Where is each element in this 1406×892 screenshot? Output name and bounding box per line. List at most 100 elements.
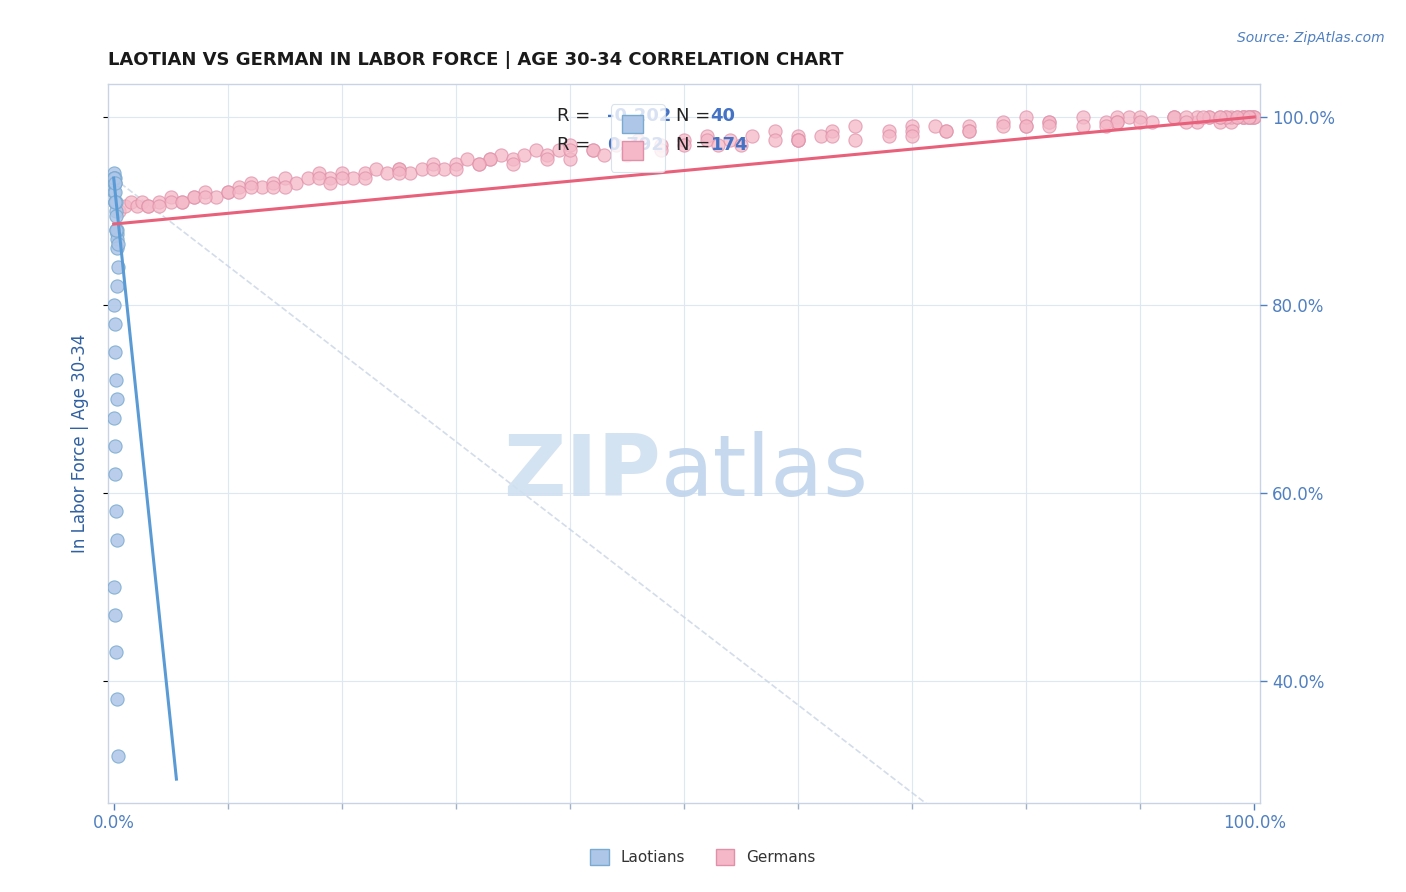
- Point: [330, 171, 353, 186]
- Point: [274, 180, 297, 194]
- Point: [616, 147, 638, 161]
- Point: [217, 185, 239, 199]
- Point: [172, 194, 194, 209]
- Point: [104, 176, 127, 190]
- Point: [1163, 110, 1185, 124]
- Point: [1237, 110, 1260, 124]
- Point: [513, 147, 536, 161]
- Point: [159, 190, 181, 204]
- Point: [1038, 114, 1060, 128]
- Point: [1220, 110, 1243, 124]
- Point: [1174, 110, 1197, 124]
- Point: [308, 171, 330, 186]
- Point: [239, 180, 262, 194]
- Point: [1237, 110, 1260, 124]
- Point: [1226, 110, 1249, 124]
- Point: [787, 133, 810, 147]
- Point: [148, 194, 170, 209]
- Point: [433, 161, 456, 176]
- Point: [104, 176, 127, 190]
- Point: [935, 124, 957, 138]
- Point: [1174, 114, 1197, 128]
- Point: [136, 199, 159, 213]
- Point: [104, 194, 127, 209]
- Point: [104, 344, 127, 359]
- Point: [536, 147, 558, 161]
- Point: [787, 128, 810, 143]
- Point: [1107, 110, 1129, 124]
- Point: [107, 236, 129, 251]
- Point: [104, 194, 127, 209]
- Point: [1187, 114, 1209, 128]
- Point: [935, 124, 957, 138]
- Point: [105, 392, 128, 406]
- Point: [105, 227, 128, 242]
- Point: [1209, 110, 1232, 124]
- Point: [103, 171, 125, 186]
- Point: [456, 153, 478, 167]
- Point: [228, 180, 250, 194]
- Point: [672, 133, 695, 147]
- Point: [650, 138, 672, 153]
- Point: [148, 199, 170, 213]
- Point: [741, 128, 763, 143]
- Point: [1232, 110, 1254, 124]
- Point: [114, 199, 136, 213]
- Point: [108, 203, 131, 218]
- Point: [1107, 114, 1129, 128]
- Point: [1095, 120, 1118, 134]
- Point: [901, 128, 924, 143]
- Point: [411, 161, 433, 176]
- Text: 174: 174: [710, 136, 748, 154]
- Y-axis label: In Labor Force | Age 30-34: In Labor Force | Age 30-34: [72, 334, 89, 553]
- Point: [105, 533, 128, 547]
- Point: [467, 157, 489, 171]
- Point: [217, 185, 239, 199]
- Point: [125, 199, 148, 213]
- Point: [524, 143, 547, 157]
- Point: [696, 128, 718, 143]
- Point: [650, 143, 672, 157]
- Point: [1220, 114, 1243, 128]
- Point: [104, 203, 127, 218]
- Point: [1129, 114, 1152, 128]
- Point: [1015, 110, 1038, 124]
- Point: [104, 194, 127, 209]
- Point: [1198, 110, 1220, 124]
- Point: [104, 317, 127, 331]
- Text: 0.792: 0.792: [607, 136, 664, 154]
- Point: [1163, 110, 1185, 124]
- Point: [1015, 120, 1038, 134]
- Point: [821, 128, 844, 143]
- Point: [104, 185, 127, 199]
- Point: [104, 504, 127, 518]
- Point: [1187, 110, 1209, 124]
- Point: [582, 143, 605, 157]
- Point: [104, 607, 127, 622]
- Point: [1071, 120, 1094, 134]
- Text: Source: ZipAtlas.com: Source: ZipAtlas.com: [1237, 31, 1385, 45]
- Point: [1241, 110, 1264, 124]
- Text: -0.202: -0.202: [607, 107, 671, 126]
- Point: [103, 298, 125, 312]
- Point: [901, 124, 924, 138]
- Point: [159, 194, 181, 209]
- Point: [787, 133, 810, 147]
- Point: [993, 120, 1015, 134]
- Point: [593, 147, 616, 161]
- Point: [696, 133, 718, 147]
- Point: [810, 128, 832, 143]
- Point: [1107, 114, 1129, 128]
- Legend: Laotians, Germans: Laotians, Germans: [583, 843, 823, 871]
- Point: [104, 373, 127, 387]
- Point: [103, 185, 125, 199]
- Text: R =: R =: [557, 107, 596, 126]
- Point: [105, 223, 128, 237]
- Point: [558, 153, 581, 167]
- Point: [104, 223, 127, 237]
- Text: 40: 40: [710, 107, 735, 126]
- Point: [103, 410, 125, 425]
- Point: [821, 124, 844, 138]
- Point: [194, 190, 217, 204]
- Legend: , : ,: [610, 104, 665, 171]
